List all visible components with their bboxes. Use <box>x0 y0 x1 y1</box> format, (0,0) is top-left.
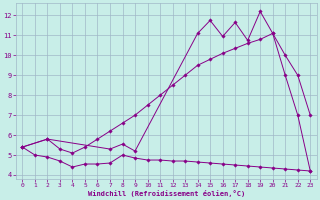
X-axis label: Windchill (Refroidissement éolien,°C): Windchill (Refroidissement éolien,°C) <box>88 190 245 197</box>
